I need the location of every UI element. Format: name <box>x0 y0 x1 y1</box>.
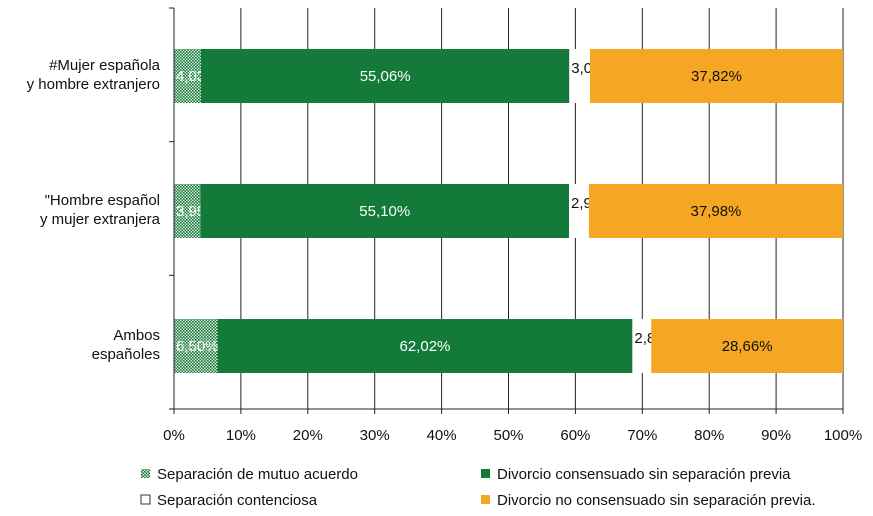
category-label: "Hombre español <box>45 192 160 209</box>
legend-label: Separación de mutuo acuerdo <box>157 466 358 483</box>
data-label: 6,50% <box>176 338 219 355</box>
axes <box>169 7 844 414</box>
x-tick-label: 80% <box>694 427 724 444</box>
category-label: Ambos <box>113 327 160 344</box>
data-label: 37,82% <box>691 68 742 85</box>
data-label: 55,06% <box>360 68 411 85</box>
x-tick-label: 0% <box>163 427 185 444</box>
legend-swatch <box>481 469 490 478</box>
x-tick-label: 10% <box>226 427 256 444</box>
bar-segment <box>588 184 843 238</box>
x-tick-label: 70% <box>627 427 657 444</box>
category-label: españoles <box>92 346 160 363</box>
category-label: y mujer extranjera <box>40 211 161 228</box>
bar-segment <box>200 49 570 103</box>
bar-segment <box>174 184 201 238</box>
bar-segment <box>632 319 652 373</box>
legend-label: Divorcio consensuado sin separación prev… <box>497 466 791 483</box>
bar-segment <box>200 184 570 238</box>
bar-segment <box>217 319 633 373</box>
legend-swatch <box>141 469 150 478</box>
x-tick-label: 40% <box>427 427 457 444</box>
legend: Separación de mutuo acuerdo Divorcio cons… <box>140 466 816 509</box>
x-tick-label: 30% <box>360 427 390 444</box>
x-tick-label: 20% <box>293 427 323 444</box>
bar-segment <box>651 319 843 373</box>
legend-label: Divorcio no consensuado sin separación p… <box>497 492 816 509</box>
x-tick-label: 90% <box>761 427 791 444</box>
bar-segment <box>174 49 201 103</box>
x-tick-label: 60% <box>560 427 590 444</box>
category-labels: #Mujer española y hombre extranjero "Hombr… <box>27 57 161 363</box>
legend-swatch <box>140 494 151 505</box>
bar-segment <box>569 184 589 238</box>
bar-segment <box>174 319 218 373</box>
legend-swatch <box>481 495 490 504</box>
x-tick-label: 50% <box>493 427 523 444</box>
bars: 4,03%55,06%3,09%37,82%3,95%55,10%2,97%37… <box>174 49 843 373</box>
category-label: y hombre extranjero <box>27 76 160 93</box>
x-tick-labels: 0% 10% 20% 30% 40% 50% 60% 70% 80% 90% 100% <box>163 427 862 444</box>
category-label: #Mujer española <box>49 57 161 74</box>
data-label: 28,66% <box>722 338 773 355</box>
x-tick-label: 100% <box>824 427 862 444</box>
bar-segment <box>569 49 590 103</box>
data-label: 37,98% <box>691 203 742 220</box>
data-label: 55,10% <box>359 203 410 220</box>
bar-segment <box>589 49 843 103</box>
data-label: 62,02% <box>400 338 451 355</box>
legend-label: Separación contenciosa <box>157 492 318 509</box>
